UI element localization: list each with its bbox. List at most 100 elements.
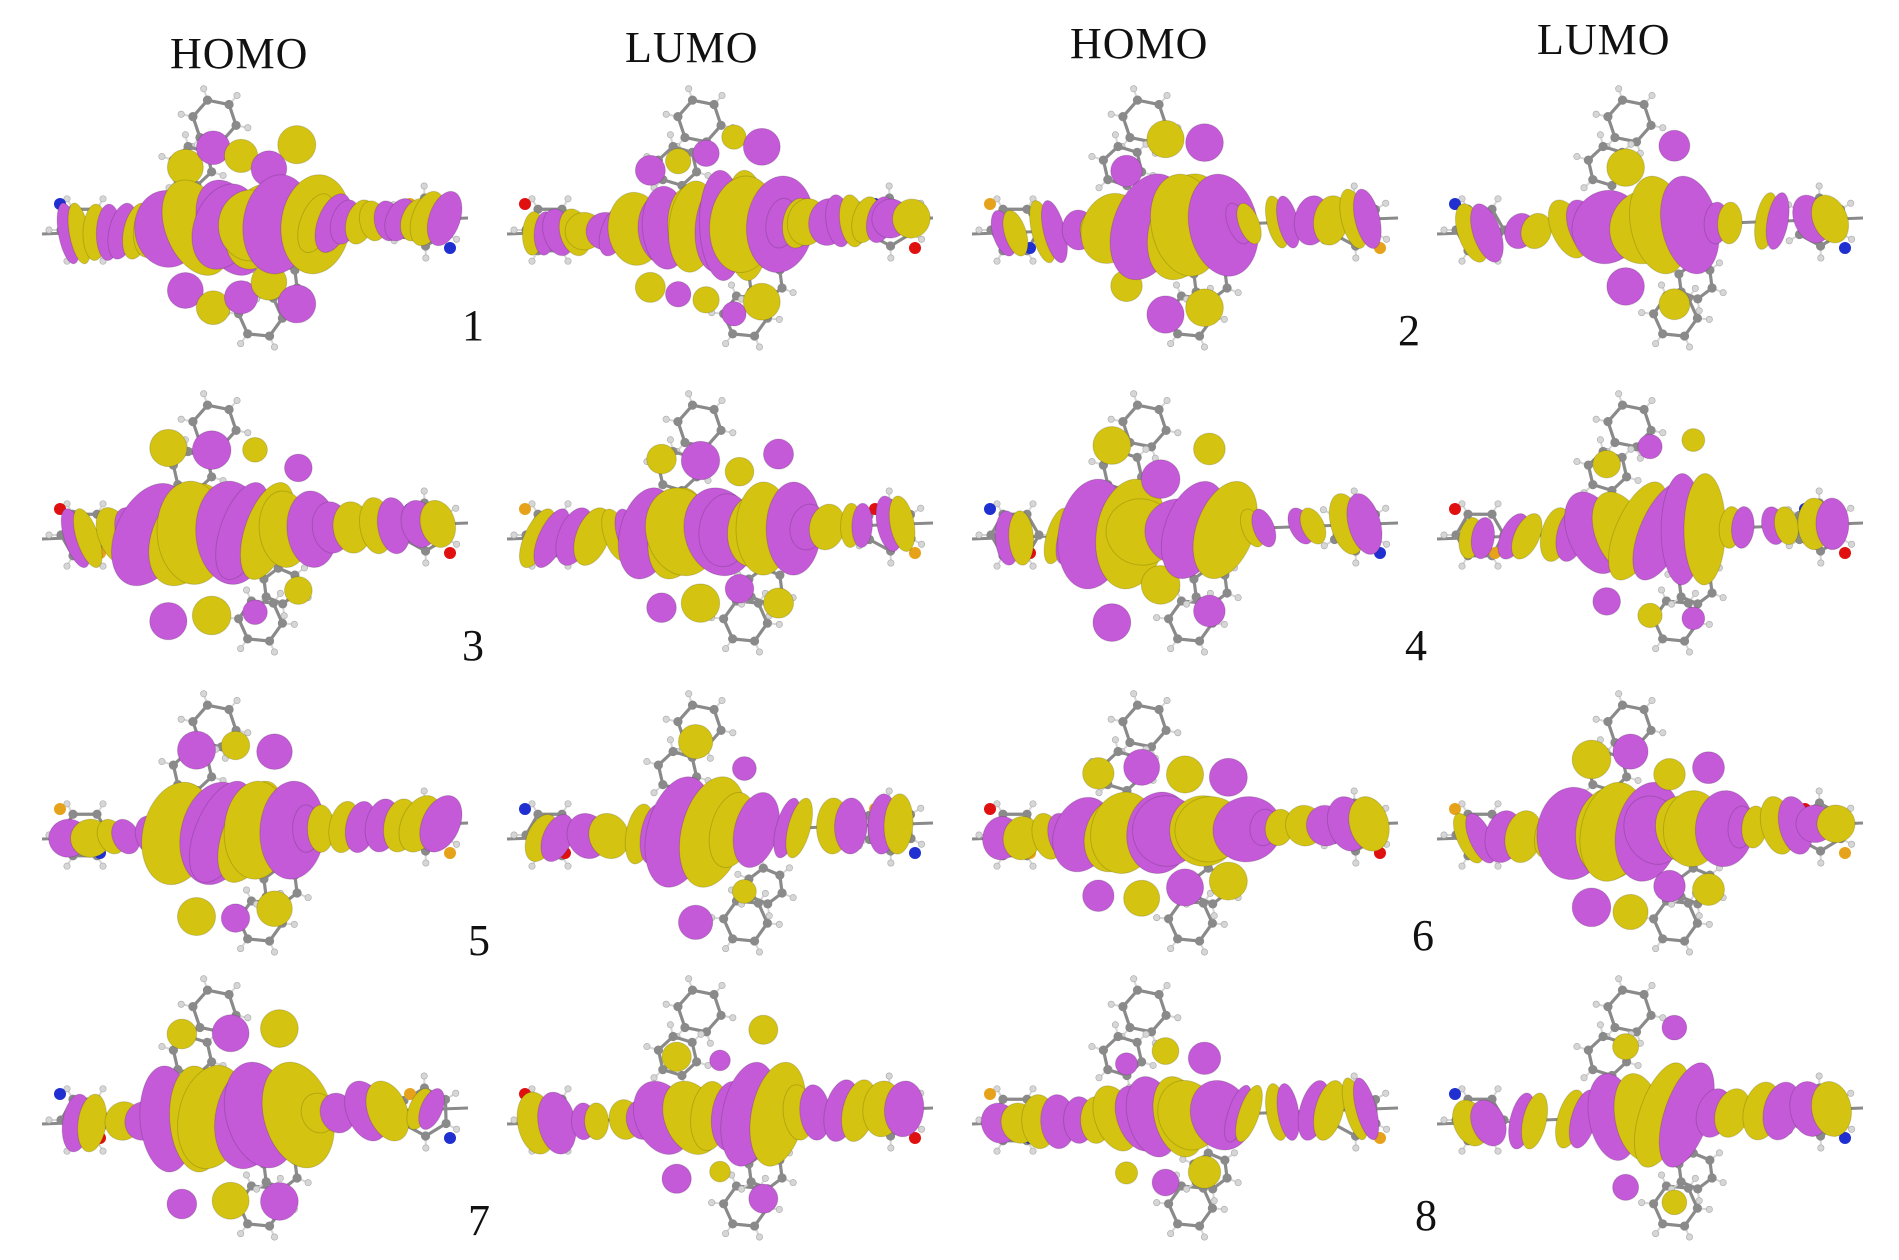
orbital-lobe-positive [834,797,868,855]
hydrogen-atom [1705,620,1713,628]
hydrogen-atom [304,894,312,902]
hydrogen-atom [1615,690,1623,698]
hydrogen-atom [528,257,536,265]
orbital-lobe-positive [1251,508,1277,548]
hydrogen-atom [1352,254,1360,262]
carbon-atom [202,1037,212,1048]
hydrogen-atom [1220,315,1228,323]
orbital-lobe-positive [1815,497,1850,551]
hetero-atom [909,547,921,559]
carbon-atom [243,329,253,339]
hydrogen-atom [729,729,737,737]
carbon-atom [1588,479,1598,490]
orbital-lobe-negative [677,723,714,760]
hydrogen-atom [1847,504,1855,512]
carbon-atom [680,1022,690,1033]
orbital-lobe-negative [1661,1189,1688,1216]
carbon-atom [261,1177,271,1187]
hydrogen-atom [662,715,670,723]
carbon-atom [1132,1037,1142,1048]
hydrogen-atom [243,586,251,594]
orbital-lobe-positive [418,1088,445,1130]
carbon-atom [1676,592,1686,602]
hydrogen-atom [761,889,769,897]
hydrogen-atom [1352,859,1360,867]
orbital-lobe-positive [1082,879,1115,912]
hydrogen-atom [722,645,730,653]
hydrogen-atom [1458,257,1466,265]
header-homo-left: HOMO [170,29,309,78]
orbital-panel [41,390,469,656]
hydrogen-atom [650,789,658,797]
hydrogen-atom [564,500,572,508]
hydrogen-atom [718,982,726,990]
hydrogen-atom [1685,648,1693,656]
carbon-atom [716,1010,726,1020]
carbon-atom [716,120,726,130]
carbon-atom [1154,704,1164,715]
orbital-lobe-positive [259,1182,299,1221]
hydrogen-atom [1705,920,1713,928]
hydrogen-atom [158,758,166,766]
hydrogen-atom [1107,1000,1115,1008]
hydrogen-atom [1220,920,1228,928]
hydrogen-atom [1848,235,1856,243]
hydrogen-atom [662,415,670,423]
hydrogen-atom [45,226,53,234]
orbital-lobe-negative [724,456,755,487]
hydrogen-atom [1596,1021,1604,1029]
hydrogen-atom [1458,800,1466,808]
hydrogen-atom [685,975,693,983]
hydrogen-atom [1200,948,1208,956]
carbon-atom [1463,509,1473,519]
carbon-atom [1617,400,1628,410]
orbital-lobe-negative [1810,194,1850,244]
carbon-atom [1022,204,1032,214]
carbon-atom [1194,1221,1205,1231]
hydrogen-atom [1705,315,1713,323]
orbital-lobe-negative [365,1080,410,1142]
orbital-lobe-positive [149,601,188,641]
hydrogen-atom [1573,458,1581,466]
hydrogen-atom [200,975,208,983]
carbon-atom [441,1118,451,1129]
hydrogen-atom [63,862,71,870]
carbon-atom [264,636,275,646]
hydrogen-atom [643,1043,651,1051]
orbital-lobe-positive [1692,751,1725,785]
hydrogen-atom [1634,1061,1642,1069]
orbital-lobe-negative [1511,513,1543,560]
hydrogen-atom [1350,787,1358,795]
carbon-atom [277,618,287,628]
carbon-atom [687,985,698,995]
carbon-atom [292,888,302,898]
orbital-lobe-negative [166,1018,198,1050]
orbital-lobe-positive [724,573,755,604]
hydrogen-atom [1458,1085,1466,1093]
carbon-atom [1194,936,1205,946]
carbon-atom [207,772,217,782]
carbon-atom [1658,934,1668,944]
hydrogen-atom [1350,1072,1358,1080]
hydrogen-atom [722,945,730,953]
carbon-atom [1164,614,1174,624]
hydrogen-atom [1494,562,1502,570]
carbon-atom [692,1057,702,1067]
hydrogen-atom [99,195,107,203]
hydrogen-atom [453,1125,461,1133]
carbon-atom [728,634,738,644]
hydrogen-atom [1383,1125,1391,1133]
orbital-lobe-positive [1193,594,1226,628]
hydrogen-atom [708,1199,716,1207]
carbon-atom [1113,141,1123,152]
carbon-atom [1451,530,1461,540]
carbon-atom [1646,120,1656,130]
carbon-atom [1583,460,1593,470]
orbital-lobe-negative [419,499,457,548]
hydrogen-atom [887,1144,895,1152]
carbon-atom [234,614,244,624]
hydrogen-atom [1220,1205,1228,1213]
hydrogen-atom [1210,912,1218,920]
hetero-atom [909,847,921,859]
orbital-lobe-positive [277,284,317,324]
